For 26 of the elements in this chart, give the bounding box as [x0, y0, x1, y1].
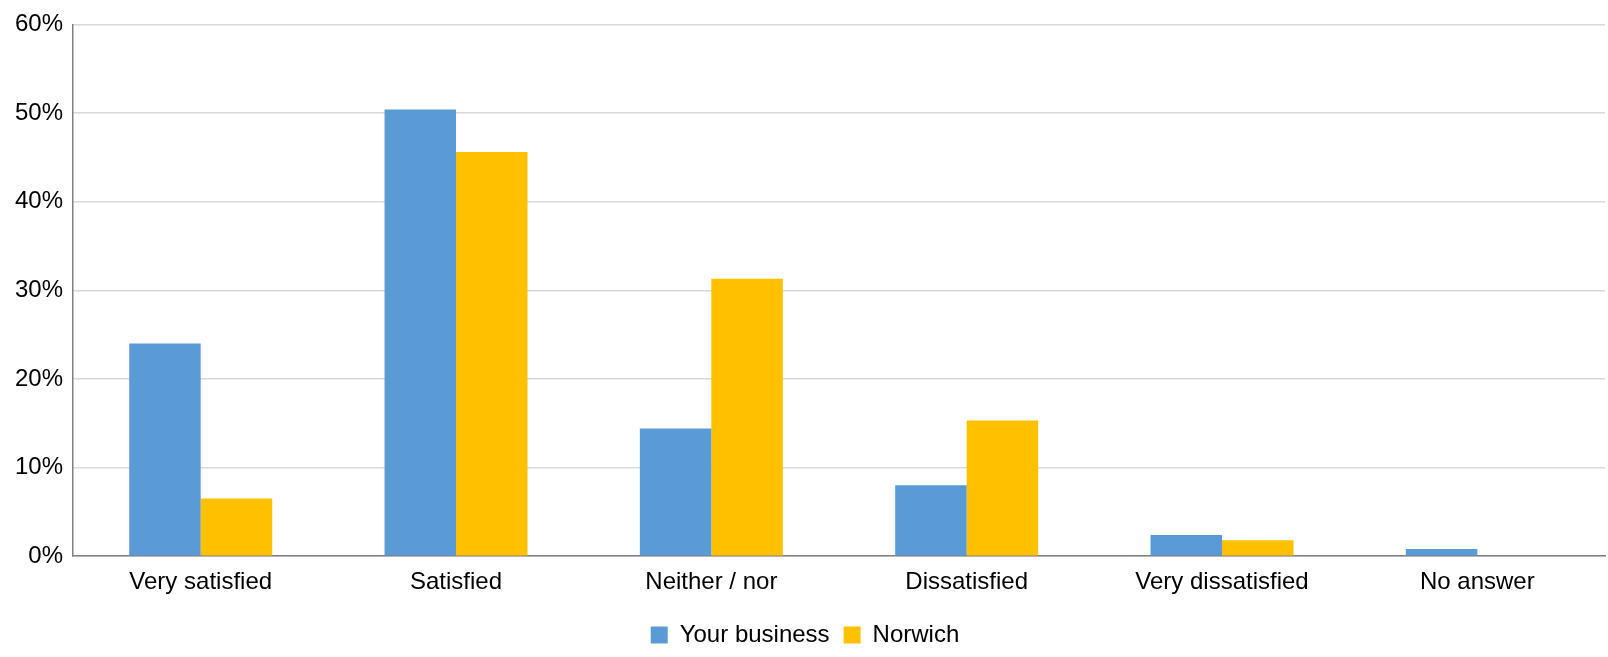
legend-label: Your business — [679, 619, 830, 647]
y-tick-label: 50% — [14, 97, 64, 125]
bar — [895, 485, 967, 556]
bar — [711, 278, 783, 556]
y-tick-label: 40% — [14, 186, 64, 214]
bar — [129, 343, 201, 556]
y-tick-label: 60% — [14, 9, 64, 37]
x-tick-label: Satisfied — [410, 567, 503, 595]
bar — [384, 109, 457, 556]
x-tick-label: Neither / nor — [645, 567, 778, 595]
bar — [200, 498, 273, 556]
x-tick-label: No answer — [1419, 567, 1535, 595]
legend-label: Norwich — [872, 619, 960, 647]
y-tick-label: 0% — [28, 540, 64, 568]
bar — [1222, 540, 1294, 556]
bar — [639, 428, 712, 556]
bar — [966, 420, 1039, 556]
x-tick-label: Very dissatisfied — [1135, 567, 1309, 595]
x-tick-label: Dissatisfied — [905, 567, 1029, 595]
x-tick-label: Very satisfied — [129, 567, 273, 595]
y-tick-label: 10% — [14, 452, 64, 480]
bar — [456, 152, 528, 556]
bar — [1405, 549, 1478, 556]
y-tick-label: 20% — [14, 363, 64, 391]
bar — [1150, 534, 1223, 556]
y-tick-label: 30% — [14, 274, 64, 302]
